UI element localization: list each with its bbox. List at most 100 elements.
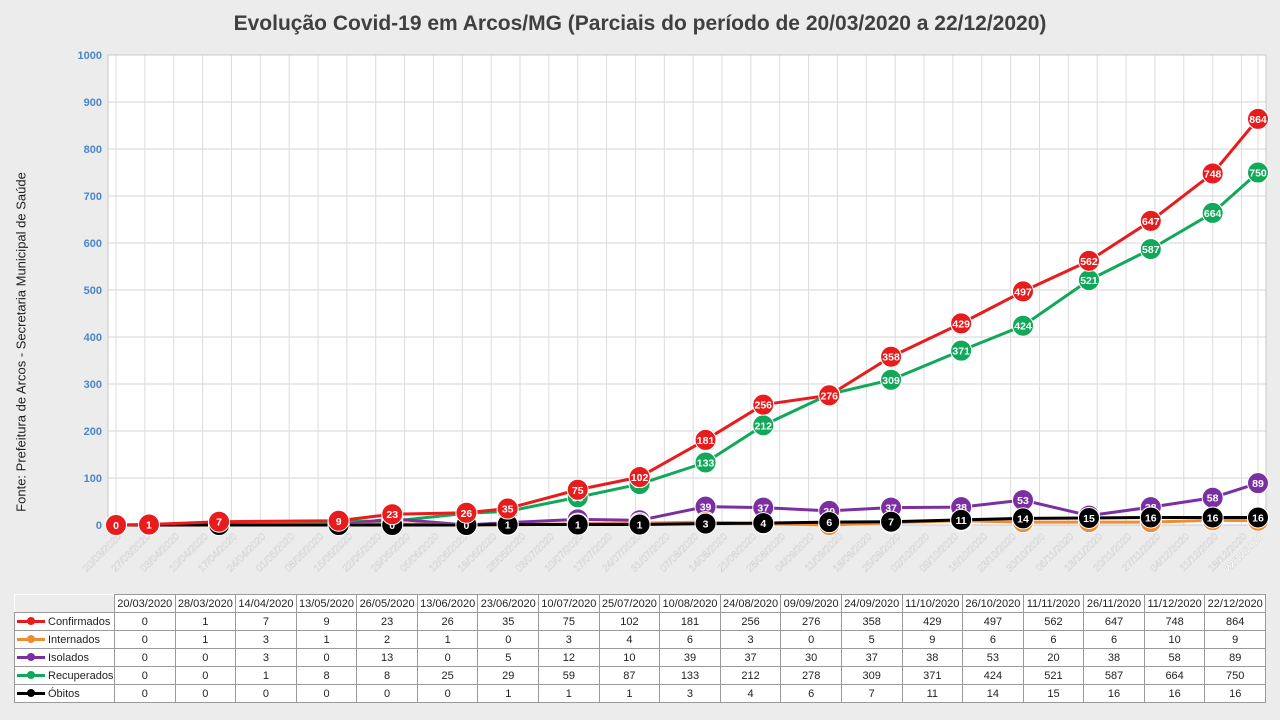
table-header-row: 20/03/2020 28/03/2020 14/04/2020 13/05/2020… [14, 594, 1266, 613]
legend-label: Internados [48, 633, 100, 646]
data-point [105, 514, 127, 536]
data-point [1201, 201, 1224, 224]
data-point [1201, 506, 1224, 529]
table-cell: 424 [962, 666, 1024, 685]
table-column-header: 26/05/2020 [356, 594, 418, 613]
table-cell: 748 [1143, 612, 1206, 631]
table-column-header: 10/07/2020 [538, 594, 600, 613]
data-label: 16 [1252, 512, 1264, 524]
data-label: 664 [1204, 208, 1222, 220]
table-cell: 0 [295, 684, 358, 703]
data-label: 371 [952, 346, 970, 358]
table-corner [14, 594, 115, 613]
y-tick-label: 800 [84, 144, 102, 156]
legend-key [17, 635, 45, 644]
table-column-header: 24/09/2020 [840, 594, 903, 613]
table-cell: 10 [598, 648, 661, 667]
data-point [1247, 161, 1269, 184]
data-point [880, 345, 903, 368]
data-label: 16 [1207, 512, 1219, 524]
data-point [1077, 249, 1100, 272]
data-point [208, 510, 231, 533]
data-point [381, 503, 404, 526]
y-tick-label: 1000 [78, 50, 102, 62]
table-cell: 9 [295, 612, 358, 631]
table-cell: 1 [477, 684, 540, 703]
table-cell: 30 [780, 648, 842, 667]
data-point [1201, 162, 1224, 185]
table-cell: 429 [901, 612, 964, 631]
data-point [628, 466, 651, 489]
table-cell: 276 [780, 612, 842, 631]
table-cell: 102 [598, 612, 661, 631]
data-label: 4 [760, 518, 766, 530]
y-tick-label: 400 [84, 332, 102, 344]
table-series-name: Internados [14, 630, 115, 649]
table-column-header: 11/11/2020 [1022, 594, 1085, 613]
table-cell: 4 [719, 684, 782, 703]
table-column-header: 24/08/2020 [719, 594, 782, 613]
data-point [950, 312, 973, 335]
data-point [628, 513, 651, 536]
data-label: 497 [1014, 286, 1032, 298]
table-cell: 37 [719, 648, 782, 667]
table-row: Isolados 0 0 3 0 13 0 5 12 10 39 37 30 37 38 53 20 38 58 89 [14, 648, 1266, 667]
data-label: 647 [1142, 216, 1160, 228]
data-label: 38 [955, 502, 967, 514]
table-cell: 58 [1143, 648, 1206, 667]
table-cell: 5 [840, 630, 903, 649]
data-label: 750 [1249, 168, 1267, 180]
data-label: 748 [1204, 168, 1222, 180]
table-cell: 6 [780, 684, 842, 703]
data-label: 562 [1080, 256, 1098, 268]
table-column-header: 22/12/2020 [1204, 594, 1266, 613]
chart-title: Evolução Covid-19 em Arcos/MG (Parciais … [233, 12, 1047, 35]
data-label: 35 [502, 504, 514, 516]
data-point [1139, 238, 1162, 261]
table-cell: 0 [356, 684, 418, 703]
data-label: 1 [505, 520, 511, 532]
table-cell: 521 [1022, 666, 1085, 685]
data-point [455, 501, 478, 524]
table-cell: 1 [235, 666, 297, 685]
table-cell: 75 [538, 612, 600, 631]
data-point [694, 451, 717, 474]
y-tick-label: 300 [84, 379, 102, 391]
y-tick-label: 500 [84, 285, 102, 297]
table-cell: 0 [114, 684, 176, 703]
legend-key-marker [27, 635, 35, 644]
table-cell: 5 [477, 648, 540, 667]
table-column-header: 13/05/2020 [295, 594, 358, 613]
table-cell: 6 [962, 630, 1024, 649]
table-body: Confirmados 0 1 7 9 23 26 35 75 102 181 256 276 358 42… [14, 612, 1266, 703]
data-point [1012, 280, 1035, 303]
table-cell: 26 [416, 612, 479, 631]
table-cell: 750 [1204, 666, 1266, 685]
data-point [950, 339, 973, 362]
table-cell: 0 [174, 648, 237, 667]
data-label: 75 [572, 485, 584, 497]
table-cell: 35 [477, 612, 540, 631]
y-tick-label: 700 [84, 191, 102, 203]
table-cell: 16 [1204, 684, 1266, 703]
table-cell: 358 [840, 612, 903, 631]
table-cell: 0 [235, 684, 297, 703]
data-label: 6 [826, 517, 832, 529]
table-cell: 8 [295, 666, 358, 685]
data-label: 15 [1083, 513, 1095, 525]
table-column-header: 20/03/2020 [114, 594, 176, 613]
data-label: 14 [1017, 513, 1029, 525]
table-cell: 37 [840, 648, 903, 667]
table-cell: 0 [780, 630, 842, 649]
data-label: 864 [1249, 114, 1267, 126]
table-cell: 133 [659, 666, 721, 685]
data-table: 20/03/2020 28/03/2020 14/04/2020 13/05/2020… [14, 594, 1266, 703]
table-cell: 256 [719, 612, 782, 631]
table-cell: 29 [477, 666, 540, 685]
table-column-header: 10/08/2020 [659, 594, 721, 613]
data-point [1247, 506, 1269, 529]
table-cell: 0 [114, 612, 176, 631]
data-label: 9 [336, 516, 342, 528]
legend-key-marker [27, 671, 35, 680]
legend-key-marker [27, 653, 35, 662]
